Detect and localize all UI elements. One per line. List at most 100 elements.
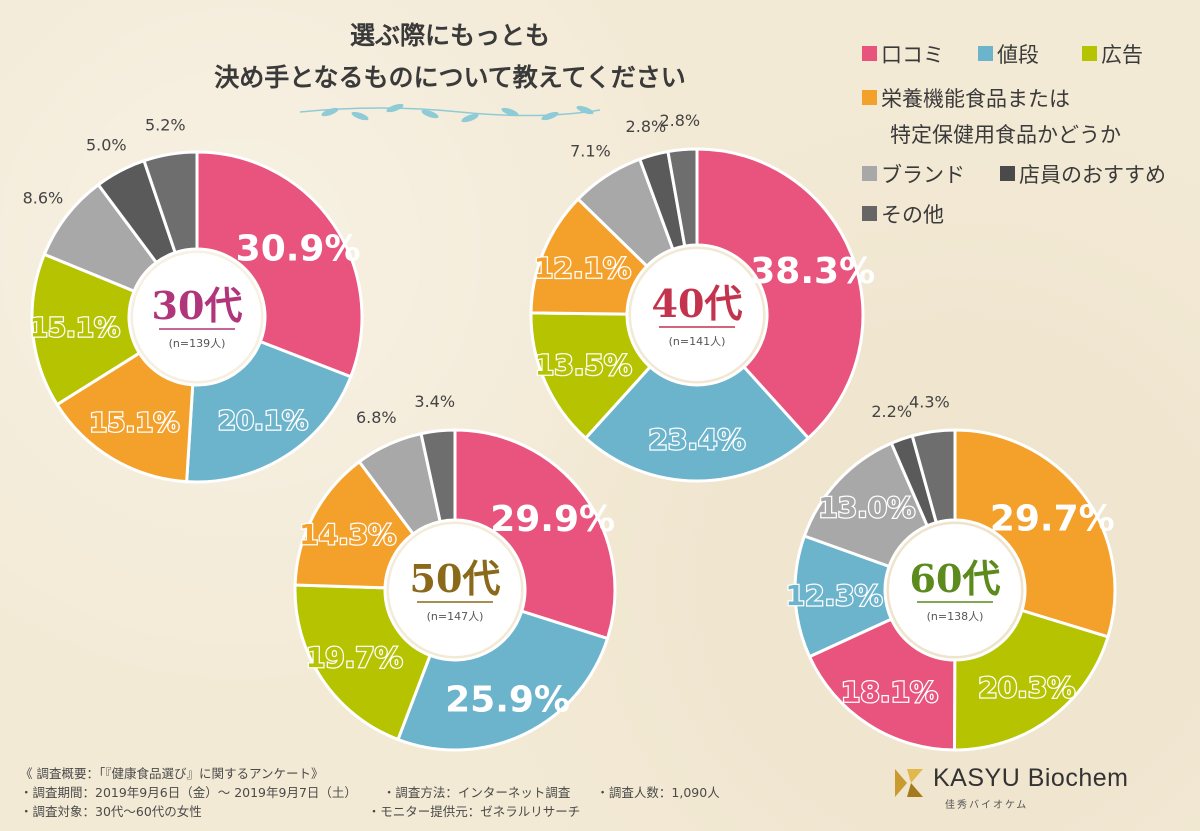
donut-center-n: (n=147人) xyxy=(427,610,484,623)
slice-value-label: 12.3% xyxy=(786,579,883,612)
donut-chart: 29.7% 20.3% 18.1% 12.3% 13.0% 2.2%4.3% 60代 (n=1… xyxy=(784,393,1117,752)
slice-value-label: 15.1% xyxy=(30,313,120,343)
slice-value-label: 38.3% xyxy=(750,251,875,292)
slice-value-label: 15.1% xyxy=(89,408,179,438)
donut-slice xyxy=(807,617,957,752)
slice-value-label: 5.0% xyxy=(86,135,127,154)
legend-label: 店員のおすすめ xyxy=(1019,163,1166,187)
slice-value-label: 30.9% xyxy=(236,228,361,269)
donut-chart: 30.9% 20.1% 15.1% 15.1% 8.6% 5.0% 5.2% 30代 (n=13… xyxy=(23,116,364,484)
legend-label: ブランド xyxy=(881,163,965,187)
donut-slice xyxy=(583,364,811,483)
slice-value-label: 5.2% xyxy=(145,116,186,135)
legend-item: その他 xyxy=(862,203,944,227)
legend-label: 特定保健用食品かどうか xyxy=(890,123,1121,147)
donut-center-title: 30代 xyxy=(152,283,243,328)
slice-value-label: 7.1% xyxy=(570,142,611,161)
donut-center-n: (n=139人) xyxy=(169,337,226,350)
title-line-2: 決め手となるものについて教えてください xyxy=(214,63,686,92)
donut-center xyxy=(133,253,261,381)
donut-slice xyxy=(910,428,957,525)
logo-subtitle: 佳秀バイオケム xyxy=(945,800,1029,811)
slice-value-label: 18.1% xyxy=(841,676,938,709)
logo-mark-icon xyxy=(895,769,923,797)
donut-center-title: 60代 xyxy=(910,556,1001,601)
chart-title: 選ぶ際にもっとも 決め手となるものについて教えてください xyxy=(214,21,686,123)
footer-heading: 《 調査概要：「『健康食品選び』に関するアンケート》 xyxy=(20,766,324,781)
donut-center xyxy=(389,524,521,656)
donut-slice xyxy=(953,428,1117,639)
slice-value-label: 13.5% xyxy=(535,348,632,381)
slice-value-label: 14.3% xyxy=(299,518,396,551)
donut-center-title: 50代 xyxy=(410,556,501,601)
donut-slice xyxy=(396,609,610,752)
slice-value-label: 8.6% xyxy=(23,188,64,207)
donut-slice xyxy=(529,311,653,441)
donut-slice xyxy=(55,351,195,484)
slice-value-label: 2.8% xyxy=(626,117,667,136)
company-logo: KASYU Biochem 佳秀バイオケム xyxy=(893,764,1183,811)
slice-value-label: 13.0% xyxy=(818,491,915,524)
slice-value-label: 2.2% xyxy=(871,402,912,421)
slice-value-label: 2.8% xyxy=(659,111,700,130)
donut-slice xyxy=(666,147,699,248)
legend-swatch xyxy=(862,90,877,105)
footer-period: ・調査期間：2019年9月6日（金）～ 2019年9月7日（土） xyxy=(20,785,357,800)
slice-value-label: 3.4% xyxy=(414,392,455,411)
donut-center xyxy=(889,524,1021,656)
donut-slice xyxy=(695,147,865,441)
title-line-1: 選ぶ際にもっとも xyxy=(350,21,550,50)
slice-value-label: 20.1% xyxy=(218,406,308,436)
legend-swatch xyxy=(862,206,877,221)
slice-value-label: 29.7% xyxy=(990,499,1115,540)
legend-label: その他 xyxy=(881,203,944,227)
donut-center-n: (n=138人) xyxy=(927,610,984,623)
slice-value-label: 4.3% xyxy=(909,393,950,412)
footer-provider: ・モニター提供元：ゼネラルリサーチ xyxy=(367,804,581,819)
footer-count: ・調査人数：1,090人 xyxy=(596,785,720,800)
donut-center xyxy=(631,249,763,381)
donut-slice xyxy=(30,252,142,407)
footer-target: ・調査対象：30代～60代の女性 xyxy=(20,804,202,819)
slice-value-label: 19.7% xyxy=(306,641,403,674)
legend-label: 口コミ xyxy=(881,43,944,67)
slice-value-label: 29.9% xyxy=(490,499,615,540)
legend-item: 口コミ xyxy=(862,43,944,67)
slice-value-label: 25.9% xyxy=(445,680,570,721)
legend-label: 栄養機能食品または xyxy=(881,87,1070,111)
donut-slice xyxy=(952,608,1110,752)
donut-chart: 29.9% 25.9% 19.7% 14.3% 6.8% 3.4% 50代 (n=147人) xyxy=(293,392,617,752)
title-decoration xyxy=(299,103,601,123)
donut-center-n: (n=141人) xyxy=(669,335,726,348)
legend-swatch xyxy=(862,46,877,61)
footer-method: ・調査方法：インターネット調査 xyxy=(382,785,571,800)
donut-slice xyxy=(185,339,353,484)
donut-slice xyxy=(195,150,364,379)
legend-swatch xyxy=(1082,46,1097,61)
donut-charts: 30.9% 20.1% 15.1% 15.1% 8.6% 5.0% 5.2% 30代 (n=13… xyxy=(23,111,1117,752)
legend-item: ブランド xyxy=(862,163,965,187)
donut-slice xyxy=(293,583,432,742)
slice-value-label: 20.3% xyxy=(978,671,1075,704)
slice-value-label: 6.8% xyxy=(356,408,397,427)
legend-swatch xyxy=(862,166,877,181)
donut-slice xyxy=(453,428,617,641)
legend-swatch xyxy=(978,46,993,61)
slice-value-label: 12.1% xyxy=(534,251,631,284)
donut-slice xyxy=(419,428,457,524)
survey-footer: 《 調査概要：「『健康食品選び』に関するアンケート》 ・調査期間：2019年9月… xyxy=(20,764,720,821)
legend-label: 広告 xyxy=(1101,43,1143,67)
legend-swatch xyxy=(1000,166,1015,181)
logo-name: KASYU Biochem xyxy=(933,764,1129,792)
donut-chart: 38.3% 23.4% 13.5% 12.1% 7.1% 2.8%2.8% 40代 (n=14… xyxy=(529,111,875,483)
legend-item: 店員のおすすめ xyxy=(1000,163,1166,187)
legend-item: 値段 xyxy=(978,43,1039,67)
legend-label: 値段 xyxy=(997,43,1039,67)
donut-slice xyxy=(142,150,199,255)
legend-item: 広告 xyxy=(1082,43,1143,67)
slice-value-label: 23.4% xyxy=(648,423,745,456)
donut-center-title: 40代 xyxy=(652,281,743,326)
